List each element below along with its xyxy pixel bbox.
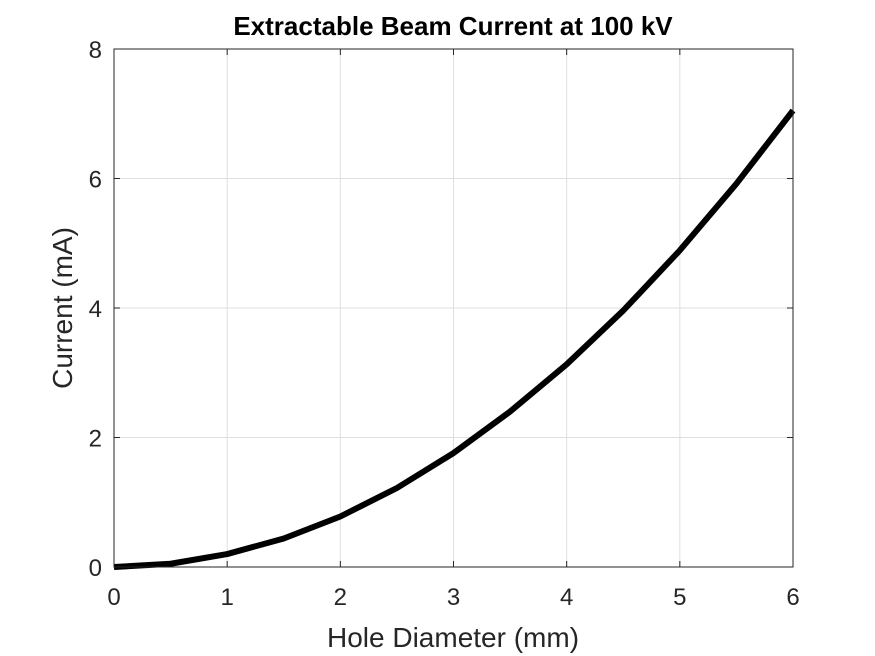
curve-layer (113, 108, 796, 570)
x-tick-label: 3 (447, 584, 460, 611)
x-tick-label: 6 (786, 584, 799, 611)
y-tick-label: 8 (89, 37, 102, 64)
x-tick-label: 1 (220, 584, 233, 611)
y-tick-label: 6 (89, 167, 102, 194)
x-tick-labels: 0 1 2 3 4 5 6 (107, 584, 799, 611)
x-tick-label: 4 (560, 584, 573, 611)
x-axis-label: Hole Diameter (mm) (327, 622, 579, 653)
y-tick-label: 0 (89, 555, 102, 582)
y-tick-label: 4 (89, 296, 102, 323)
y-tick-label: 2 (89, 426, 102, 453)
grid-lines (114, 49, 793, 567)
x-tick-label: 0 (107, 584, 120, 611)
chart-title: Extractable Beam Current at 100 kV (233, 11, 673, 41)
current-curve (113, 108, 796, 570)
y-axis-label: Current (mA) (47, 227, 78, 389)
x-tick-label: 5 (673, 584, 686, 611)
y-tick-labels: 0 2 4 6 8 (89, 37, 102, 582)
tick-marks (113, 48, 794, 568)
x-tick-label: 2 (334, 584, 347, 611)
